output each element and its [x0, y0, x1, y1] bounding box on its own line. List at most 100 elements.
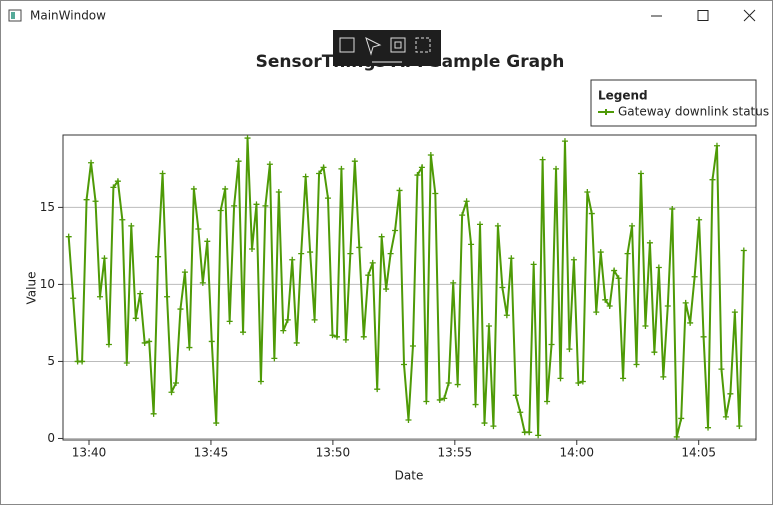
point-marker	[454, 381, 461, 388]
point-marker	[257, 378, 264, 385]
point-marker	[172, 380, 179, 387]
point-marker	[722, 413, 729, 420]
point-marker	[611, 267, 618, 274]
point-marker	[155, 253, 162, 260]
y-tick-label: 10	[40, 277, 55, 291]
point-marker	[678, 415, 685, 422]
x-tick-label: 13:50	[316, 446, 351, 460]
point-marker	[673, 433, 680, 440]
point-marker	[222, 185, 229, 192]
point-marker	[164, 293, 171, 300]
point-marker	[517, 409, 524, 416]
point-marker	[401, 361, 408, 368]
point-marker	[159, 170, 166, 177]
x-tick-label: 14:00	[559, 446, 594, 460]
point-marker	[602, 296, 609, 303]
window-title: MainWindow	[30, 9, 106, 23]
y-axis-label: Value	[25, 272, 39, 305]
point-marker	[633, 361, 640, 368]
plot-area	[62, 134, 757, 441]
point-marker	[190, 185, 197, 192]
point-marker	[624, 250, 631, 257]
close-button[interactable]	[743, 9, 756, 22]
point-marker	[620, 375, 627, 382]
point-marker	[664, 302, 671, 309]
point-marker	[499, 284, 506, 291]
point-marker	[302, 173, 309, 180]
point-marker	[204, 238, 211, 245]
point-marker	[427, 152, 434, 159]
toolbar-button[interactable]	[390, 37, 406, 53]
toolbar-button[interactable]	[415, 37, 431, 53]
y-tick-label: 15	[40, 200, 55, 214]
point-marker	[293, 339, 300, 346]
point-marker	[186, 344, 193, 351]
point-marker	[378, 233, 385, 240]
point-marker	[181, 269, 188, 276]
point-marker	[284, 316, 291, 323]
point-marker	[409, 343, 416, 350]
point-marker	[114, 178, 121, 185]
point-marker	[249, 245, 255, 252]
point-marker	[396, 187, 403, 194]
point-marker	[387, 250, 394, 257]
point-marker	[110, 184, 117, 191]
point-marker	[512, 392, 519, 399]
point-marker	[414, 172, 421, 179]
point-marker	[459, 212, 466, 219]
toolbar-button[interactable]	[365, 37, 382, 56]
point-marker	[280, 327, 287, 334]
point-marker	[503, 312, 510, 319]
point-marker	[119, 216, 126, 223]
point-marker	[575, 380, 582, 387]
point-marker	[530, 261, 537, 268]
x-tick-label: 13:40	[72, 446, 107, 460]
point-marker	[736, 423, 743, 430]
point-marker	[105, 341, 112, 348]
point-marker	[740, 247, 747, 254]
point-marker	[727, 390, 734, 397]
point-marker	[570, 256, 577, 263]
point-marker	[544, 398, 551, 405]
app-icon-detail	[11, 12, 15, 19]
point-marker	[123, 359, 130, 366]
point-marker	[307, 249, 314, 256]
point-marker	[539, 156, 546, 163]
point-marker	[195, 225, 202, 232]
point-marker	[83, 196, 90, 203]
point-marker	[392, 227, 399, 234]
point-marker	[356, 244, 363, 251]
point-marker	[637, 170, 644, 177]
point-marker	[316, 170, 323, 177]
point-marker	[651, 349, 658, 356]
point-marker	[199, 279, 206, 286]
point-marker	[338, 165, 345, 172]
point-marker	[561, 138, 568, 145]
series-line	[67, 138, 745, 438]
point-marker	[325, 195, 332, 202]
point-marker	[584, 188, 591, 195]
x-tick-label: 13:55	[438, 446, 473, 460]
point-marker	[96, 293, 103, 300]
point-marker	[92, 198, 99, 205]
point-marker	[405, 416, 412, 423]
y-tick-label: 5	[47, 354, 55, 368]
point-marker	[660, 373, 667, 380]
point-marker	[132, 315, 139, 322]
x-tick-label: 13:45	[194, 446, 229, 460]
point-marker	[231, 202, 238, 209]
point-marker	[298, 250, 305, 257]
point-marker	[217, 207, 224, 214]
point-marker	[65, 233, 72, 240]
point-marker	[441, 395, 448, 402]
point-marker	[320, 164, 327, 171]
point-marker	[445, 380, 452, 387]
point-marker	[70, 295, 77, 302]
point-marker	[141, 339, 148, 346]
toolbar-button[interactable]	[339, 37, 355, 53]
point-marker	[262, 202, 269, 209]
point-marker	[342, 336, 349, 343]
point-marker	[418, 164, 425, 171]
maximize-button[interactable]	[697, 10, 709, 21]
